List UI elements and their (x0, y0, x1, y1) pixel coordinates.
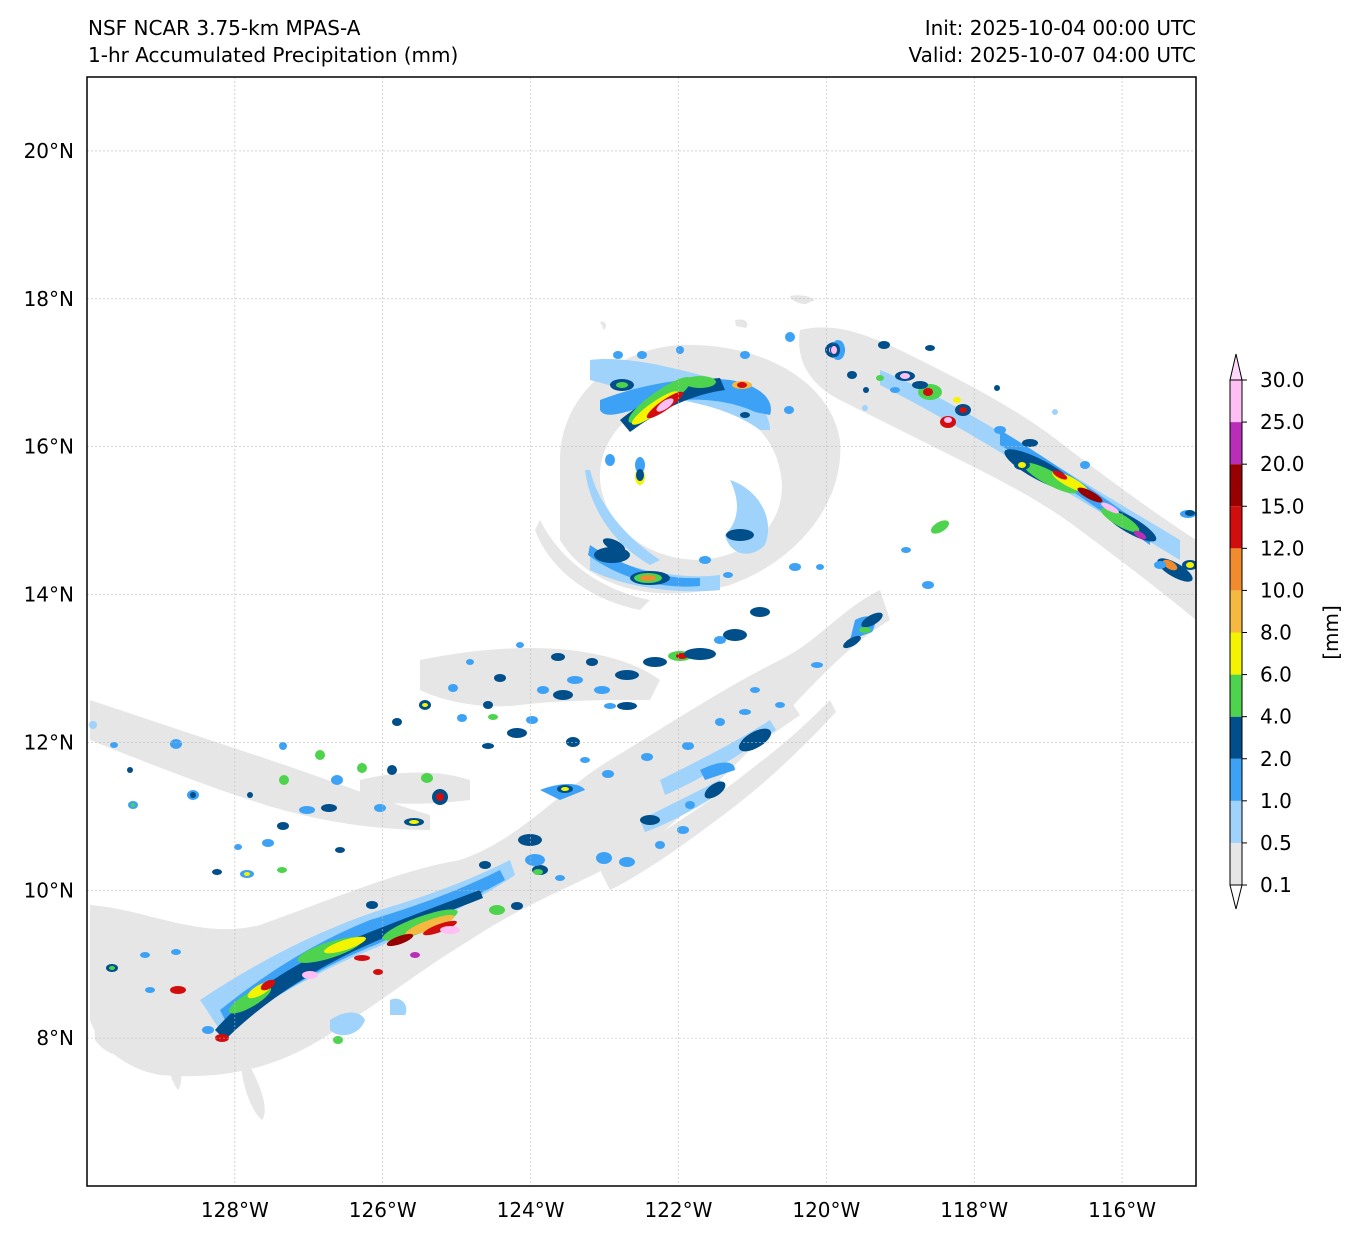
colorbar-level-label: 4.0 (1260, 705, 1292, 729)
colorbar-level-label: 10.0 (1260, 578, 1305, 602)
lon-tick-label: 128°W (201, 1198, 269, 1222)
lat-tick-label: 8°N (36, 1026, 74, 1050)
lon-tick-label: 118°W (940, 1198, 1008, 1222)
map-area[interactable] (87, 77, 1198, 1186)
longitude-axis: 128°W 126°W 124°W 122°W 120°W 118°W 116°W (201, 1198, 1156, 1222)
colorbar-swatch (1230, 842, 1242, 885)
lat-tick-label: 10°N (24, 878, 74, 902)
lon-tick-label: 122°W (644, 1198, 712, 1222)
colorbar-swatch (1230, 380, 1242, 423)
colorbar-level-label: 30.0 (1260, 368, 1305, 392)
colorbar-swatch (1230, 548, 1242, 591)
colorbar-level-label: 12.0 (1260, 536, 1305, 560)
colorbar-swatch (1230, 758, 1242, 801)
latitude-axis: 8°N 10°N 12°N 14°N 16°N 18°N 20°N (24, 139, 74, 1050)
colorbar-level-label: 6.0 (1260, 663, 1292, 687)
valid-time: Valid: 2025-10-07 04:00 UTC (908, 43, 1196, 67)
colorbar-extend-min (1229, 884, 1243, 910)
precip-red-cells (170, 382, 1103, 1042)
precip-scattered-cells (89, 332, 1196, 1034)
colorbar-unit-label: [mm] (1319, 605, 1343, 660)
colorbar-level-label: 15.0 (1260, 494, 1305, 518)
lat-tick-label: 12°N (24, 730, 74, 754)
lon-tick-label: 120°W (792, 1198, 860, 1222)
colorbar-level-label: 1.0 (1260, 789, 1292, 813)
colorbar-level-label: 0.1 (1260, 873, 1292, 897)
colorbar-level-label: 20.0 (1260, 452, 1305, 476)
lat-tick-label: 16°N (24, 435, 74, 459)
colorbar-level-label: 25.0 (1260, 410, 1305, 434)
colorbar-swatch (1230, 464, 1242, 507)
colorbar-level-label: 8.0 (1260, 621, 1292, 645)
colorbar-level-label: 2.0 (1260, 747, 1292, 771)
colorbar-swatch (1230, 674, 1242, 717)
colorbar: 0.1 0.5 1.0 2.0 4.0 6.0 8.0 10.0 12.0 15.0 20.0 25.… (1229, 353, 1343, 910)
model-title: NSF NCAR 3.75-km MPAS-A (88, 16, 361, 40)
lon-tick-label: 116°W (1088, 1198, 1156, 1222)
lat-tick-label: 18°N (24, 287, 74, 311)
lat-tick-label: 20°N (24, 139, 74, 163)
map-gridlines (87, 77, 1196, 1186)
colorbar-extend-max (1229, 353, 1243, 381)
colorbar-level-label: 0.5 (1260, 831, 1292, 855)
colorbar-swatch (1230, 422, 1242, 465)
lon-tick-label: 126°W (349, 1198, 417, 1222)
colorbar-swatch (1230, 800, 1242, 843)
init-time: Init: 2025-10-04 00:00 UTC (924, 16, 1196, 40)
field-title: 1-hr Accumulated Precipitation (mm) (88, 43, 459, 67)
colorbar-swatch (1230, 632, 1242, 675)
map-frame (86, 76, 1197, 1187)
lat-tick-label: 14°N (24, 583, 74, 607)
colorbar-swatch (1230, 506, 1242, 549)
colorbar-swatch (1230, 716, 1242, 759)
lon-tick-label: 124°W (497, 1198, 565, 1222)
colorbar-swatch (1230, 590, 1242, 633)
